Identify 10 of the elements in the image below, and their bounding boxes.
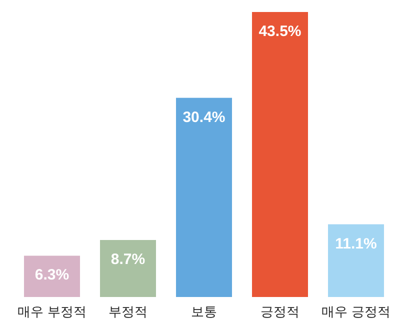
data-label: 11.1% — [335, 235, 377, 252]
x-tick-label: 매우 긍정적 — [321, 305, 391, 320]
x-tick-label: 긍정적 — [260, 305, 300, 320]
data-label: 6.3% — [34, 266, 70, 284]
x-tick-label: 부정적 — [108, 305, 148, 320]
x-tick-label: 매우 부정적 — [17, 305, 87, 320]
data-label: 8.7% — [110, 251, 146, 268]
data-label: 30.4% — [182, 108, 226, 126]
data-label: 43.5% — [258, 23, 302, 40]
x-tick-label: 보통 — [191, 305, 217, 320]
